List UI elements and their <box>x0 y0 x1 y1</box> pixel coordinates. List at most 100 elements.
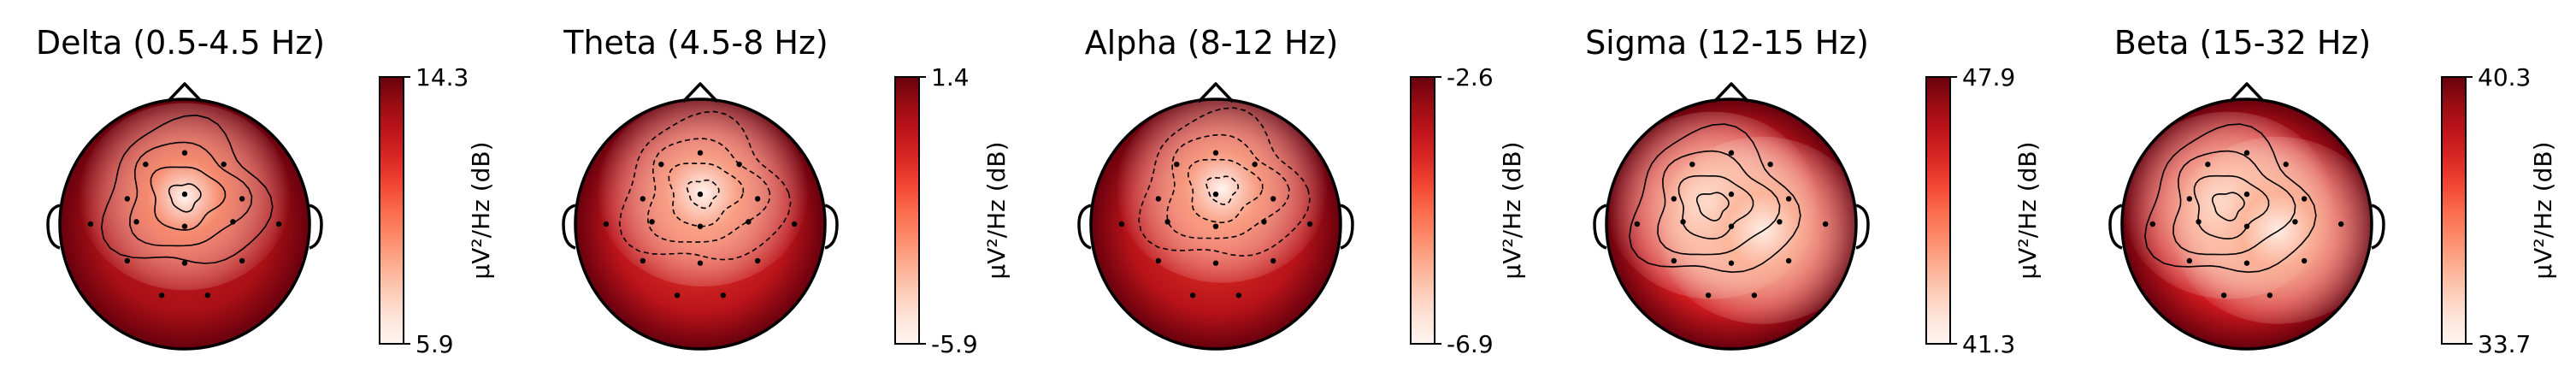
sensor-dot <box>754 196 761 202</box>
sensor-dot <box>1634 221 1641 227</box>
topomap-contours <box>618 110 792 261</box>
sensor-dot <box>2337 221 2344 227</box>
sensor-dot <box>2301 196 2308 202</box>
contour-line <box>668 162 745 227</box>
colorbar <box>1925 76 1951 345</box>
contour-line <box>1657 150 1781 256</box>
sensor-dot <box>1680 219 1686 225</box>
nose-outline <box>1712 82 1750 103</box>
sensor-dot <box>1212 260 1219 266</box>
head-outline <box>574 97 827 351</box>
colorbar-label: μV²/Hz (dB) <box>467 141 495 279</box>
colorbar-label: μV²/Hz (dB) <box>2529 141 2557 279</box>
sensor-dot <box>1174 161 1180 168</box>
contour-line <box>2172 150 2296 256</box>
topomap-panel: Delta (0.5-4.5 Hz) 14.3 5.9 μV²/Hz (dB) <box>36 24 495 358</box>
sensor-dot <box>158 292 165 298</box>
sensor-dot <box>1212 150 1219 156</box>
contour-line <box>1205 175 1240 205</box>
contour-line <box>2211 192 2245 222</box>
contour-line <box>1166 133 1290 239</box>
sensor-dot <box>124 257 131 264</box>
sensor-dot <box>1785 257 1792 264</box>
sensor-dot <box>1164 219 1170 225</box>
contour-line <box>150 166 227 231</box>
colorbar-max-label: 1.4 <box>931 63 970 92</box>
sensor-dot <box>1212 191 1219 198</box>
sensor-dot <box>143 161 149 168</box>
sensor-dot <box>2243 223 2250 229</box>
sensor-dot <box>87 221 94 227</box>
sensor-dot <box>697 191 704 198</box>
sensor-dot <box>2243 260 2250 266</box>
sensor-dot <box>2283 161 2289 168</box>
sensor-dot <box>2149 221 2156 227</box>
sensor-dot <box>1189 292 1196 298</box>
topomap-hotspot <box>596 99 810 287</box>
colorbar-max-label: 47.9 <box>1962 63 2015 92</box>
sensor-dot <box>640 257 646 264</box>
contour-line <box>686 179 720 210</box>
colorbar-min-label: 33.7 <box>2478 330 2531 358</box>
sensor-dot <box>2205 161 2211 168</box>
sensor-dot <box>133 219 139 225</box>
nose-outline <box>681 82 719 103</box>
topomap-hotspot <box>1116 99 1329 283</box>
nose-outline <box>166 82 203 103</box>
sensor-dot <box>2220 292 2227 298</box>
right-ear-outline <box>1855 204 1870 250</box>
sensor-dot <box>1155 257 1162 264</box>
panel-title: Delta (0.5-4.5 Hz) <box>36 24 325 62</box>
sensor-dot <box>1689 161 1695 168</box>
right-ear-outline <box>1340 204 1354 250</box>
sensor-dot <box>674 292 681 298</box>
sensor-dot <box>239 196 245 202</box>
sensor-dot <box>1671 196 1677 202</box>
sensor-dot <box>2292 219 2298 225</box>
topomap-contours <box>2144 123 2317 274</box>
sensor-dot <box>1261 219 1267 225</box>
left-ear-outline <box>46 204 61 250</box>
panel-title: Theta (4.5-8 Hz) <box>563 24 828 62</box>
right-ear-outline <box>2371 204 2385 250</box>
sensor-dot <box>181 150 188 156</box>
colorbar-label: μV²/Hz (dB) <box>1498 141 1526 279</box>
sensor-dot <box>2186 196 2193 202</box>
contour-line <box>1187 158 1264 224</box>
sensor-dot <box>204 292 211 298</box>
sensor-dot <box>697 260 704 266</box>
sensor-dot <box>230 219 236 225</box>
sensor-dot <box>746 219 752 225</box>
right-ear-outline <box>309 204 323 250</box>
sensor-dot <box>1306 221 1313 227</box>
head-outline <box>58 97 311 351</box>
colorbar <box>1410 76 1435 345</box>
colorbar-min-label: 41.3 <box>1962 330 2015 358</box>
sensor-dot <box>181 223 188 229</box>
sensor-dot <box>1671 257 1677 264</box>
sensor-dot <box>1705 292 1712 298</box>
sensor-dot <box>736 161 742 168</box>
sensor-dot <box>1822 221 1829 227</box>
sensor-dot <box>221 161 227 168</box>
sensor-dot <box>1235 292 1242 298</box>
topomap-field <box>1606 99 1856 349</box>
colorbar <box>379 76 404 345</box>
sensor-dot <box>1212 223 1219 229</box>
panel-title: Sigma (12-15 Hz) <box>1585 24 1869 62</box>
colorbar-min-label: -6.9 <box>1447 330 1494 358</box>
colorbar-min-label: -5.9 <box>931 330 978 358</box>
left-ear-outline <box>1077 204 1092 250</box>
sensor-dot <box>1728 191 1735 198</box>
sensor-dot <box>2243 150 2250 156</box>
topomap-contours <box>1138 107 1311 257</box>
sensor-dot <box>1751 292 1758 298</box>
contour-line <box>1138 107 1311 257</box>
sensor-dot <box>1155 196 1162 202</box>
colorbar-min-label: 5.9 <box>416 330 454 358</box>
sensor-dot <box>1777 219 1783 225</box>
nose-outline <box>2228 82 2266 103</box>
sensor-dot <box>658 161 664 168</box>
right-ear-outline <box>824 204 839 250</box>
